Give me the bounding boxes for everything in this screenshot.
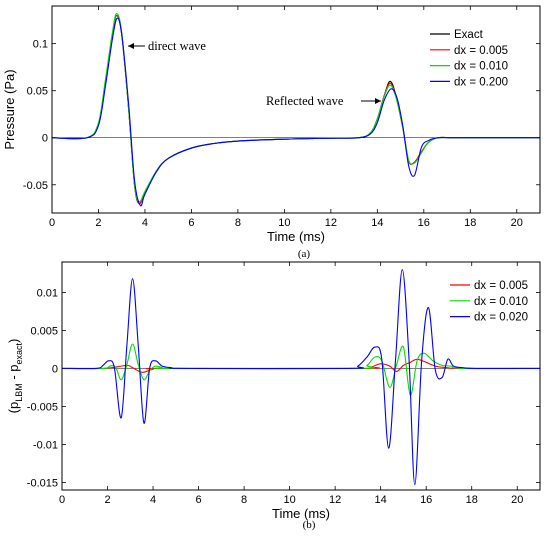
x-tick-label: 2 (104, 494, 110, 506)
y-tick-label: 0.05 (27, 86, 48, 98)
x-axis-label: Time (ms) (272, 506, 330, 521)
x-tick-label: 14 (371, 217, 383, 229)
legend-label: Exact (454, 29, 484, 41)
y-tick-label: 0 (52, 363, 58, 375)
x-tick-label: 12 (325, 217, 337, 229)
y-axis-label: Pressure (Pa) (2, 69, 17, 149)
annotation-arrow-head (128, 43, 134, 49)
series-line-dx-0-020 (61, 269, 541, 486)
x-tick-label: 6 (188, 217, 194, 229)
x-tick-label: 4 (150, 494, 156, 506)
annotation-text: direct wave (148, 39, 206, 53)
x-tick-label: 8 (241, 494, 247, 506)
x-tick-label: 8 (235, 217, 241, 229)
x-tick-label: 16 (418, 217, 430, 229)
x-tick-label: 18 (464, 217, 476, 229)
chart-panel-a: 0 2 4 6 8 10 12 14 16 18 20 -0.05 0 0.05 0.1 Exact dx = … (2, 5, 541, 260)
series-line-dx-0-200 (51, 17, 540, 207)
annotation-text: Reflected wave (266, 94, 344, 108)
y-tick-label: 0.1 (33, 39, 48, 51)
x-tick-label: 10 (278, 217, 290, 229)
x-tick-label: 14 (375, 494, 387, 506)
series-line-dx-0-010 (61, 343, 541, 396)
panel-caption: (b) (303, 519, 316, 531)
x-tick-label: 16 (420, 494, 432, 506)
y-tick-label: -0.05 (23, 180, 48, 192)
y-axis-label: (pLBM - pexact) (6, 339, 24, 414)
panel-caption: (a) (298, 248, 311, 260)
annotation-arrow-head (375, 98, 381, 104)
y-tick-label: -0.015 (27, 477, 58, 489)
y-tick-label: -0.005 (27, 401, 58, 413)
series-line-exact (51, 14, 540, 205)
x-tick-label: 4 (142, 217, 148, 229)
x-tick-label: 18 (466, 494, 478, 506)
x-tick-label: 20 (511, 494, 523, 506)
legend-label: dx = 0.005 (474, 280, 528, 292)
legend-label: dx = 0.200 (454, 76, 508, 88)
plot-frame (51, 5, 541, 214)
x-tick-label: 20 (511, 217, 523, 229)
legend-label: dx = 0.010 (454, 61, 508, 73)
x-tick-label: 0 (49, 217, 55, 229)
y-tick-label: 0 (42, 133, 48, 145)
y-tick-label: -0.01 (33, 439, 58, 451)
series-line-dx-0-005 (51, 14, 540, 205)
legend-label: dx = 0.010 (474, 296, 528, 308)
legend-label: dx = 0.005 (454, 45, 508, 57)
legend-label: dx = 0.020 (474, 312, 528, 324)
plot-frame (61, 261, 541, 491)
x-tick-label: 12 (329, 494, 341, 506)
x-tick-label: 6 (196, 494, 202, 506)
x-tick-label: 2 (95, 217, 101, 229)
x-tick-label: 0 (59, 494, 65, 506)
x-tick-label: 10 (283, 494, 295, 506)
chart-panel-b: 0 2 4 6 8 10 12 14 16 18 20 -0.015 -0.01 -0.005 0 0.005… (6, 261, 541, 531)
x-axis-label: Time (ms) (267, 229, 325, 244)
series-line-dx-0-005 (61, 358, 541, 373)
y-tick-label: 0.01 (37, 287, 58, 299)
y-tick-label: 0.005 (30, 325, 58, 337)
